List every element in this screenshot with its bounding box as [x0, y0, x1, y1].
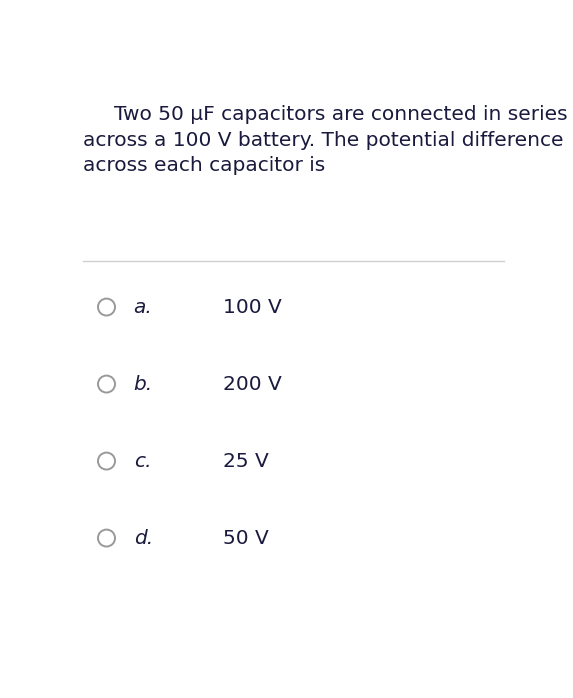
Text: d.: d. [134, 528, 153, 547]
Text: across each capacitor is: across each capacitor is [83, 156, 325, 175]
Text: 200 V: 200 V [223, 375, 281, 394]
Text: Two 50 μF capacitors are connected in series: Two 50 μF capacitors are connected in se… [114, 105, 568, 124]
Text: 100 V: 100 V [223, 297, 281, 317]
Text: b.: b. [134, 375, 153, 394]
Text: 25 V: 25 V [223, 452, 269, 470]
Text: c.: c. [134, 452, 151, 470]
Text: a.: a. [134, 297, 152, 317]
Text: across a 100 V battery. The potential difference: across a 100 V battery. The potential di… [83, 131, 564, 150]
Text: 50 V: 50 V [223, 528, 269, 547]
